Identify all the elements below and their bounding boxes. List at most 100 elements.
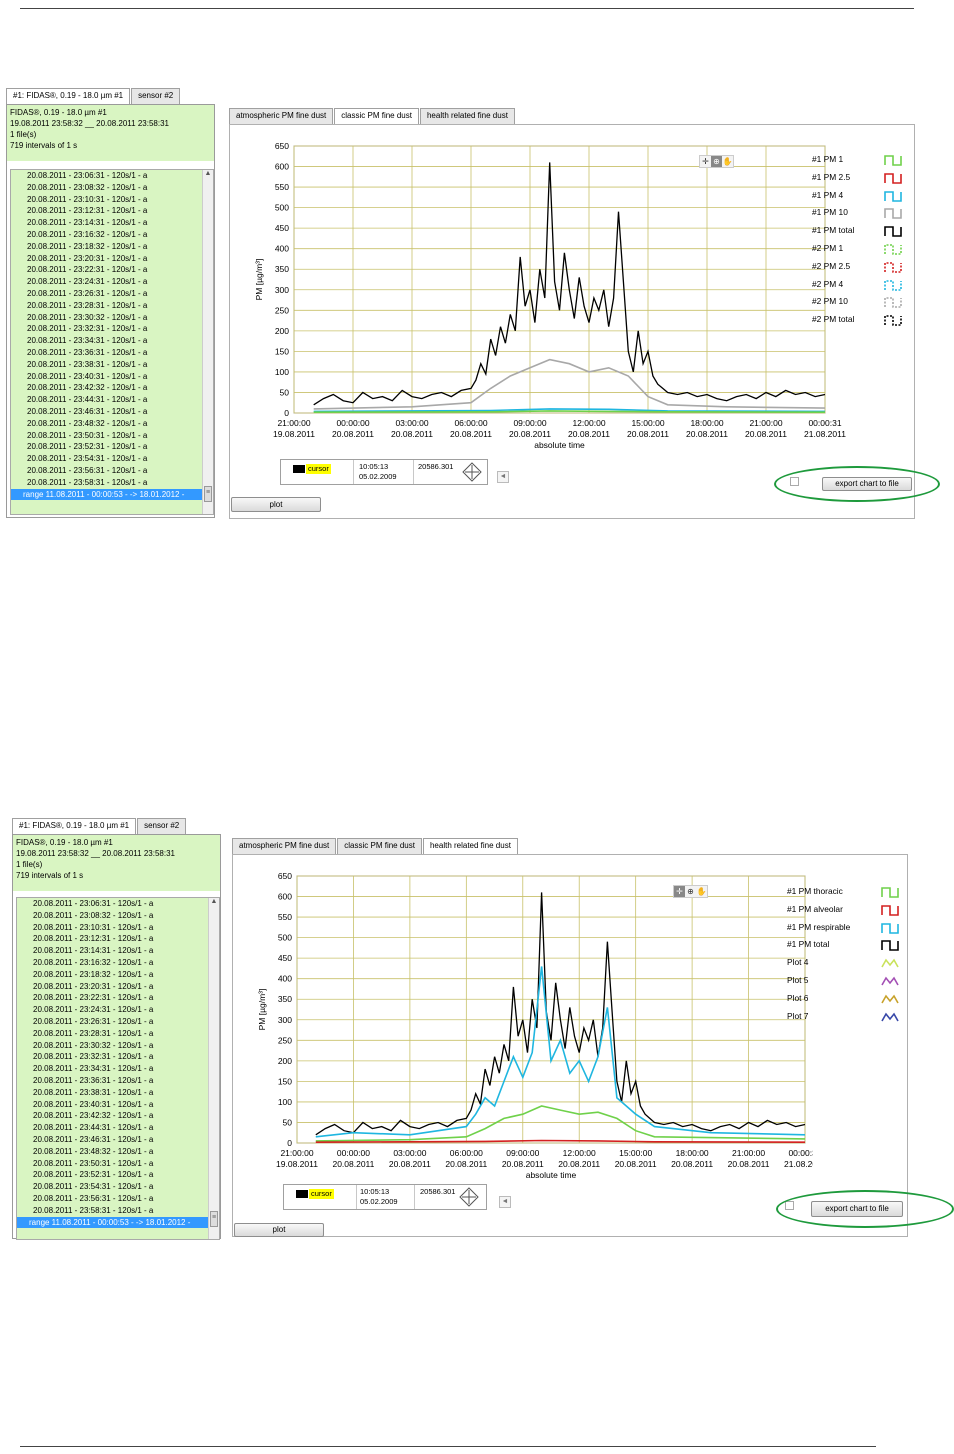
list-item[interactable]: 20.08.2011 - 23:54:31 - 120s/1 - a xyxy=(33,1182,154,1192)
scroll-left-icon[interactable]: ◄ xyxy=(497,471,509,483)
zoom-icon[interactable]: ⊕ xyxy=(687,887,694,896)
list-item[interactable]: 20.08.2011 - 23:58:31 - 120s/1 - a xyxy=(33,1205,154,1215)
list-item[interactable]: 20.08.2011 - 23:34:31 - 120s/1 - a xyxy=(27,336,148,346)
legend-item[interactable]: #2 PM 4 xyxy=(812,276,908,294)
legend-item[interactable]: #1 PM respirable xyxy=(787,919,905,937)
list-item[interactable]: 20.08.2011 - 23:06:31 - 120s/1 - a xyxy=(27,171,148,180)
pan-navigator-icon[interactable] xyxy=(459,1187,479,1207)
list-item-selected-range[interactable]: range 11.08.2011 - 00:00:53 - -> 18.01.2… xyxy=(17,1216,219,1229)
list-item[interactable]: 20.08.2011 - 23:18:32 - 120s/1 - a xyxy=(33,969,154,979)
list-item[interactable]: 20.08.2011 - 23:14:31 - 120s/1 - a xyxy=(27,218,148,228)
list-item-selected-range[interactable]: range 11.08.2011 - 00:00:53 - -> 18.01.2… xyxy=(11,488,213,501)
list-item[interactable]: 20.08.2011 - 23:12:31 - 120s/1 - a xyxy=(27,206,148,216)
list-item[interactable]: 20.08.2011 - 23:08:32 - 120s/1 - a xyxy=(27,182,148,192)
list-item[interactable]: 20.08.2011 - 23:46:31 - 120s/1 - a xyxy=(27,406,148,416)
list-item[interactable]: 20.08.2011 - 23:50:31 - 120s/1 - a xyxy=(33,1158,154,1168)
legend-item[interactable]: Plot 6 xyxy=(787,990,905,1008)
list-scrollbar[interactable]: ▲ ≡ xyxy=(208,898,219,1239)
list-item[interactable]: 20.08.2011 - 23:46:31 - 120s/1 - a xyxy=(33,1134,154,1144)
legend-item[interactable]: #1 PM alveolar xyxy=(787,901,905,919)
scroll-up-icon[interactable]: ▲ xyxy=(204,170,212,177)
legend-item[interactable]: #1 PM 10 xyxy=(812,204,908,222)
list-item[interactable]: 20.08.2011 - 23:40:31 - 120s/1 - a xyxy=(27,371,148,381)
list-item[interactable]: 20.08.2011 - 23:06:31 - 120s/1 - a xyxy=(33,899,154,908)
list-item[interactable]: 20.08.2011 - 23:52:31 - 120s/1 - a xyxy=(27,442,148,452)
tab-sensor-2[interactable]: sensor #2 xyxy=(137,818,187,835)
list-item[interactable]: 20.08.2011 - 23:36:31 - 120s/1 - a xyxy=(33,1075,154,1085)
list-item[interactable]: 20.08.2011 - 23:18:32 - 120s/1 - a xyxy=(27,241,148,251)
list-item[interactable]: 20.08.2011 - 23:10:31 - 120s/1 - a xyxy=(33,922,154,932)
legend-item[interactable]: Plot 4 xyxy=(787,954,905,972)
pm-chart[interactable]: 6506005505004504003503002502001501005002… xyxy=(253,861,813,1201)
tab-atmospheric[interactable]: atmospheric PM fine dust xyxy=(232,838,337,855)
list-item[interactable]: 20.08.2011 - 23:50:31 - 120s/1 - a xyxy=(27,430,148,440)
list-item[interactable]: 20.08.2011 - 23:10:31 - 120s/1 - a xyxy=(27,194,148,204)
pan-icon[interactable]: ✋ xyxy=(696,887,707,896)
crosshair-icon[interactable]: ✛ xyxy=(674,886,685,897)
list-item[interactable]: 20.08.2011 - 23:54:31 - 120s/1 - a xyxy=(27,454,148,464)
list-item[interactable]: 20.08.2011 - 23:30:32 - 120s/1 - a xyxy=(27,312,148,322)
list-item[interactable]: 20.08.2011 - 23:28:31 - 120s/1 - a xyxy=(33,1028,154,1038)
list-item[interactable]: 20.08.2011 - 23:16:32 - 120s/1 - a xyxy=(33,957,154,967)
list-item[interactable]: 20.08.2011 - 23:20:31 - 120s/1 - a xyxy=(33,981,154,991)
list-item[interactable]: 20.08.2011 - 23:24:31 - 120s/1 - a xyxy=(33,1005,154,1015)
list-item[interactable]: 20.08.2011 - 23:32:31 - 120s/1 - a xyxy=(33,1052,154,1062)
list-item[interactable]: 20.08.2011 - 23:56:31 - 120s/1 - a xyxy=(33,1193,154,1203)
legend-item[interactable]: #1 PM total xyxy=(812,222,908,240)
legend-item[interactable]: #1 PM total xyxy=(787,936,905,954)
pan-icon[interactable]: ✋ xyxy=(722,157,733,166)
list-scrollbar[interactable]: ▲ ≡ xyxy=(202,170,213,514)
scroll-thumb[interactable]: ≡ xyxy=(210,1211,218,1227)
pm-chart[interactable]: 6506005505004504003503002502001501005002… xyxy=(250,131,860,471)
legend-item[interactable]: #1 PM 1 xyxy=(812,151,908,169)
list-item[interactable]: 20.08.2011 - 23:42:32 - 120s/1 - a xyxy=(27,383,148,393)
list-item[interactable]: 20.08.2011 - 23:48:32 - 120s/1 - a xyxy=(27,418,148,428)
legend-item[interactable]: Plot 7 xyxy=(787,1008,905,1026)
plot-button[interactable]: plot xyxy=(231,497,321,512)
list-item[interactable]: 20.08.2011 - 23:08:32 - 120s/1 - a xyxy=(33,910,154,920)
interval-list[interactable]: 20.08.2011 - 23:06:31 - 120s/1 - a 20.08.… xyxy=(10,169,214,515)
plot-button[interactable]: plot xyxy=(234,1223,324,1237)
scroll-up-icon[interactable]: ▲ xyxy=(210,898,218,905)
list-item[interactable]: 20.08.2011 - 23:26:31 - 120s/1 - a xyxy=(27,288,148,298)
list-item[interactable]: 20.08.2011 - 23:48:32 - 120s/1 - a xyxy=(33,1146,154,1156)
tab-classic[interactable]: classic PM fine dust xyxy=(337,838,422,855)
tab-atmospheric[interactable]: atmospheric PM fine dust xyxy=(229,108,334,125)
list-item[interactable]: 20.08.2011 - 23:34:31 - 120s/1 - a xyxy=(33,1064,154,1074)
list-item[interactable]: 20.08.2011 - 23:22:31 - 120s/1 - a xyxy=(33,993,154,1003)
legend-item[interactable]: #2 PM 10 xyxy=(812,293,908,311)
list-item[interactable]: 20.08.2011 - 23:26:31 - 120s/1 - a xyxy=(33,1016,154,1026)
legend-item[interactable]: #1 PM 2.5 xyxy=(812,169,908,187)
list-item[interactable]: 20.08.2011 - 23:38:31 - 120s/1 - a xyxy=(27,359,148,369)
zoom-icon[interactable]: ⊕ xyxy=(711,156,722,167)
legend-item[interactable]: #2 PM 1 xyxy=(812,240,908,258)
list-item[interactable]: 20.08.2011 - 23:36:31 - 120s/1 - a xyxy=(27,347,148,357)
list-item[interactable]: 20.08.2011 - 23:14:31 - 120s/1 - a xyxy=(33,946,154,956)
list-item[interactable]: 20.08.2011 - 23:40:31 - 120s/1 - a xyxy=(33,1099,154,1109)
list-item[interactable]: 20.08.2011 - 23:38:31 - 120s/1 - a xyxy=(33,1087,154,1097)
list-item[interactable]: 20.08.2011 - 23:30:32 - 120s/1 - a xyxy=(33,1040,154,1050)
list-item[interactable]: 20.08.2011 - 23:24:31 - 120s/1 - a xyxy=(27,277,148,287)
list-item[interactable]: 20.08.2011 - 23:20:31 - 120s/1 - a xyxy=(27,253,148,263)
legend-item[interactable]: Plot 5 xyxy=(787,972,905,990)
list-item[interactable]: 20.08.2011 - 23:32:31 - 120s/1 - a xyxy=(27,324,148,334)
crosshair-icon[interactable]: ✛ xyxy=(702,157,709,166)
legend-item[interactable]: #1 PM 4 xyxy=(812,187,908,205)
list-item[interactable]: 20.08.2011 - 23:44:31 - 120s/1 - a xyxy=(33,1123,154,1133)
tab-health[interactable]: health related fine dust xyxy=(419,108,515,125)
legend-item[interactable]: #2 PM 2.5 xyxy=(812,258,908,276)
list-item[interactable]: 20.08.2011 - 23:16:32 - 120s/1 - a xyxy=(27,229,148,239)
interval-list[interactable]: 20.08.2011 - 23:06:31 - 120s/1 - a 20.08.… xyxy=(16,897,220,1240)
pan-navigator-icon[interactable] xyxy=(462,462,482,482)
list-item[interactable]: 20.08.2011 - 23:44:31 - 120s/1 - a xyxy=(27,395,148,405)
scroll-thumb[interactable]: ≡ xyxy=(204,486,212,502)
list-item[interactable]: 20.08.2011 - 23:52:31 - 120s/1 - a xyxy=(33,1170,154,1180)
list-item[interactable]: 20.08.2011 - 23:12:31 - 120s/1 - a xyxy=(33,934,154,944)
list-item[interactable]: 20.08.2011 - 23:56:31 - 120s/1 - a xyxy=(27,465,148,475)
list-item[interactable]: 20.08.2011 - 23:22:31 - 120s/1 - a xyxy=(27,265,148,275)
list-item[interactable]: 20.08.2011 - 23:28:31 - 120s/1 - a xyxy=(27,300,148,310)
scroll-left-icon[interactable]: ◄ xyxy=(499,1196,511,1208)
legend-item[interactable]: #1 PM thoracic xyxy=(787,883,905,901)
tab-sensor-2[interactable]: sensor #2 xyxy=(131,88,181,105)
list-item[interactable]: 20.08.2011 - 23:58:31 - 120s/1 - a xyxy=(27,477,148,487)
